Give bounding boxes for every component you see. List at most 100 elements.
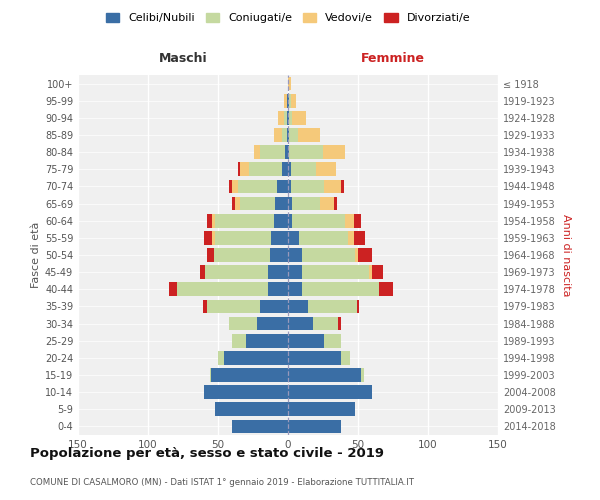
Bar [277,180,288,194]
Bar [268,266,288,279]
Text: Popolazione per età, sesso e stato civile - 2019: Popolazione per età, sesso e stato civil… [30,448,384,460]
Bar [289,111,292,124]
Bar [288,214,292,228]
Bar [207,248,214,262]
Bar [241,196,275,210]
Bar [203,300,207,314]
Y-axis label: Anni di nascita: Anni di nascita [561,214,571,296]
Legend: Celibi/Nubili, Coniugati/e, Vedovi/e, Divorziati/e: Celibi/Nubili, Coniugati/e, Vedovi/e, Di… [101,8,475,28]
Bar [212,214,215,228]
Bar [283,162,288,176]
Bar [302,248,355,262]
Bar [260,300,288,314]
Y-axis label: Fasce di età: Fasce di età [31,222,41,288]
Bar [302,266,369,279]
Bar [288,420,341,434]
Bar [274,128,283,142]
Bar [212,231,215,244]
Bar [292,111,306,124]
Bar [178,282,268,296]
Bar [278,111,284,124]
Bar [288,351,341,364]
Bar [287,94,288,108]
Bar [205,266,268,279]
Bar [288,386,372,399]
Bar [361,368,364,382]
Bar [316,162,335,176]
Bar [287,128,288,142]
Bar [288,402,355,416]
Bar [308,300,356,314]
Bar [232,180,238,194]
Bar [238,180,277,194]
Bar [292,196,320,210]
Text: COMUNE DI CASALMORO (MN) - Dati ISTAT 1° gennaio 2019 - Elaborazione TUTTITALIA.: COMUNE DI CASALMORO (MN) - Dati ISTAT 1°… [30,478,414,487]
Bar [302,282,379,296]
Bar [271,231,288,244]
Bar [288,316,313,330]
Bar [215,231,271,244]
Bar [320,196,334,210]
Bar [288,111,289,124]
Bar [204,386,288,399]
Bar [358,248,372,262]
Bar [356,300,359,314]
Bar [229,316,257,330]
Bar [204,231,212,244]
Bar [268,282,288,296]
Bar [246,334,288,347]
Bar [325,180,341,194]
Bar [288,196,292,210]
Bar [288,368,361,382]
Bar [241,162,249,176]
Bar [288,146,289,159]
Bar [200,266,205,279]
Bar [249,162,283,176]
Bar [346,214,354,228]
Bar [232,196,235,210]
Bar [288,231,299,244]
Bar [288,248,302,262]
Bar [354,214,361,228]
Bar [338,316,341,330]
Bar [372,266,383,279]
Bar [285,146,288,159]
Bar [284,94,287,108]
Bar [292,214,346,228]
Bar [348,231,354,244]
Bar [211,368,288,382]
Bar [288,334,325,347]
Bar [288,300,308,314]
Bar [275,196,288,210]
Bar [355,248,358,262]
Bar [287,111,288,124]
Bar [218,351,224,364]
Bar [270,248,288,262]
Bar [291,180,325,194]
Bar [214,248,270,262]
Bar [379,282,393,296]
Bar [288,76,291,90]
Bar [215,402,288,416]
Bar [232,334,246,347]
Bar [209,368,211,382]
Bar [207,214,212,228]
Bar [169,282,178,296]
Bar [224,351,288,364]
Bar [288,128,289,142]
Bar [289,146,323,159]
Bar [232,420,288,434]
Bar [274,214,288,228]
Bar [260,146,285,159]
Bar [254,146,260,159]
Bar [289,128,298,142]
Bar [238,162,241,176]
Bar [235,196,241,210]
Bar [215,214,274,228]
Bar [341,180,344,194]
Bar [323,146,346,159]
Bar [207,300,260,314]
Bar [283,128,287,142]
Bar [229,180,232,194]
Text: Femmine: Femmine [361,52,425,65]
